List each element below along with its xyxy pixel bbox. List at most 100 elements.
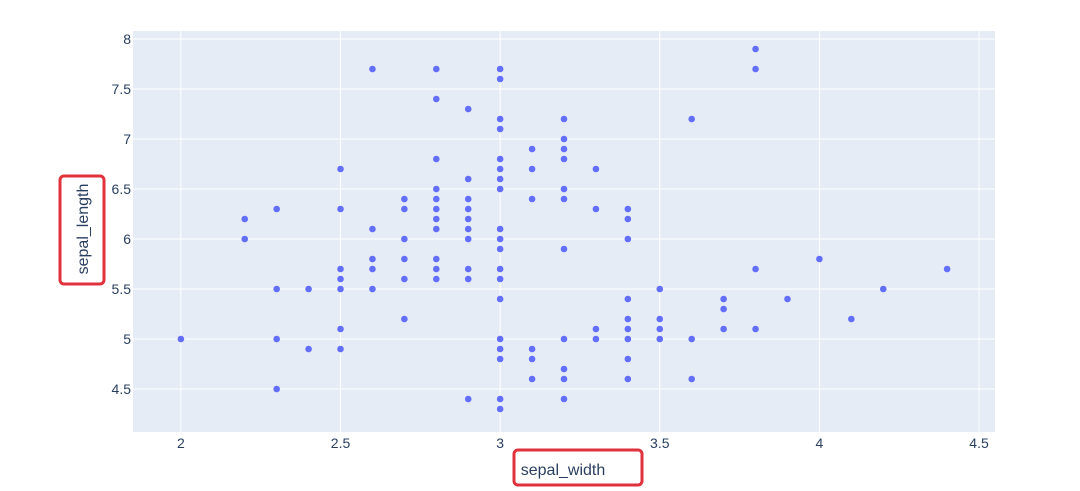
data-point — [305, 285, 312, 293]
data-point — [752, 325, 759, 333]
data-point — [337, 275, 344, 283]
data-point — [656, 335, 664, 343]
data-point — [432, 215, 440, 223]
data-point — [720, 295, 727, 303]
y-tick-label: 6 — [123, 231, 131, 247]
data-point — [560, 365, 568, 373]
data-point — [560, 115, 568, 123]
data-point — [816, 255, 823, 263]
data-point — [464, 235, 472, 243]
data-point — [464, 175, 472, 183]
data-point — [943, 265, 951, 273]
data-point — [496, 275, 504, 283]
data-point — [432, 195, 440, 203]
data-point — [432, 65, 440, 73]
data-point — [496, 245, 504, 253]
data-point — [401, 275, 408, 283]
data-point — [432, 255, 440, 263]
data-point — [432, 225, 440, 233]
data-point — [432, 155, 440, 163]
data-point — [273, 385, 280, 393]
data-point — [560, 145, 568, 153]
data-point — [592, 325, 600, 333]
data-point — [496, 345, 504, 353]
y-tick-label: 5.5 — [112, 281, 132, 297]
data-point — [688, 375, 696, 383]
y-tick-label: 6.5 — [112, 181, 132, 197]
data-point — [401, 195, 408, 203]
data-point — [784, 295, 791, 303]
data-point — [432, 185, 440, 193]
data-point — [177, 335, 185, 343]
data-point — [848, 315, 855, 323]
y-tick-label: 7.5 — [112, 81, 132, 97]
data-point — [432, 205, 440, 213]
data-point — [688, 115, 696, 123]
data-point — [688, 335, 696, 343]
data-point — [337, 325, 344, 333]
data-point — [624, 315, 632, 323]
data-point — [624, 215, 632, 223]
data-point — [337, 285, 344, 293]
data-point — [560, 375, 568, 383]
data-point — [496, 335, 504, 343]
data-point — [528, 145, 536, 153]
data-point — [752, 45, 759, 53]
data-point — [432, 95, 440, 103]
y-axis-ticks: 4.5 5 5.5 6 6.5 7 7.5 8 — [112, 31, 132, 397]
data-point — [464, 265, 472, 273]
y-axis-title: sepal_length — [75, 184, 92, 275]
y-axis-title-highlight — [58, 174, 106, 286]
data-point — [496, 355, 504, 363]
data-point — [464, 395, 472, 403]
x-axis-title: sepal_width — [521, 462, 606, 479]
data-point — [337, 205, 344, 213]
x-tick-label: 4 — [816, 435, 824, 451]
data-point — [528, 195, 536, 203]
data-point — [273, 285, 280, 293]
data-point — [369, 225, 376, 233]
data-point — [560, 395, 568, 403]
data-point — [241, 235, 249, 243]
data-point — [401, 205, 408, 213]
data-point — [624, 295, 632, 303]
data-point — [496, 115, 504, 123]
data-point — [560, 335, 568, 343]
data-point — [369, 255, 376, 263]
data-point — [464, 275, 472, 283]
data-point — [273, 335, 280, 343]
x-tick-label: 4.5 — [969, 435, 989, 451]
data-point — [464, 105, 472, 113]
data-point — [337, 345, 344, 353]
data-point — [560, 185, 568, 193]
data-point — [656, 285, 664, 293]
data-point — [496, 125, 504, 133]
data-point — [464, 215, 472, 223]
data-point — [752, 65, 759, 73]
data-point — [496, 185, 504, 193]
data-point — [496, 155, 504, 163]
y-tick-label: 4.5 — [112, 381, 132, 397]
y-tick-label: 5 — [123, 331, 131, 347]
data-point — [496, 65, 504, 73]
data-point — [592, 165, 600, 173]
data-point — [592, 205, 600, 213]
data-point — [496, 295, 504, 303]
data-point — [624, 235, 632, 243]
data-point — [624, 325, 632, 333]
data-point — [496, 165, 504, 173]
data-point — [560, 195, 568, 203]
data-point — [720, 305, 727, 313]
data-point — [496, 265, 504, 273]
data-point — [464, 205, 472, 213]
data-point — [624, 355, 632, 363]
data-point — [369, 265, 376, 273]
data-point — [624, 205, 632, 213]
data-point — [337, 165, 344, 173]
data-point — [656, 315, 664, 323]
data-point — [401, 235, 408, 243]
data-point — [273, 205, 280, 213]
data-point — [496, 175, 504, 183]
data-point — [337, 265, 344, 273]
data-point — [305, 345, 312, 353]
